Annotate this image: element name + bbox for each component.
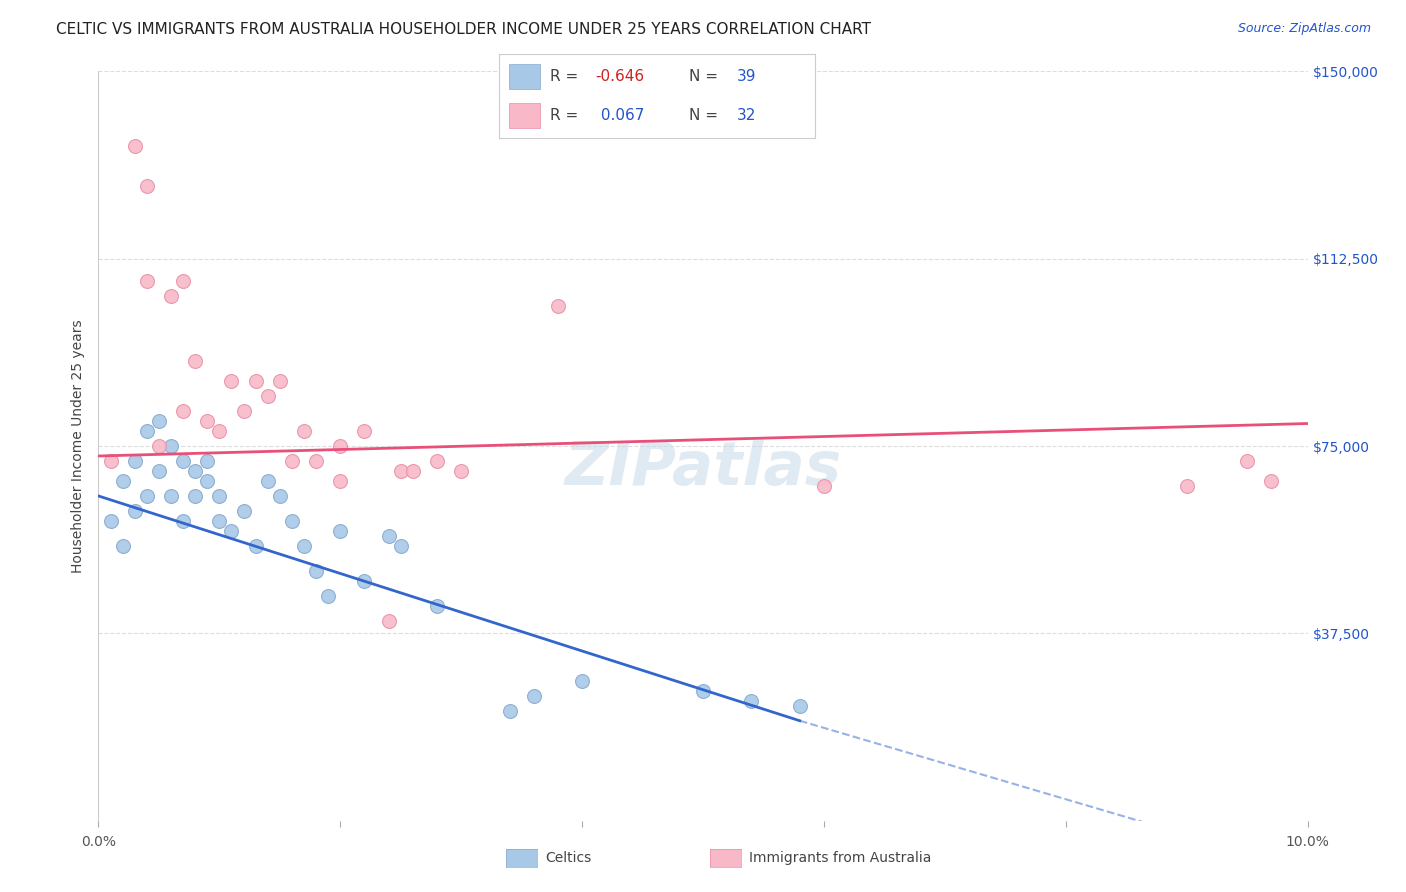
Point <box>789 698 811 713</box>
Text: R =: R = <box>550 108 583 123</box>
Point <box>377 614 399 628</box>
Point <box>316 589 339 603</box>
Point <box>329 524 352 538</box>
Point <box>692 683 714 698</box>
Point <box>292 539 315 553</box>
Point <box>124 504 146 518</box>
Point <box>256 474 278 488</box>
Point <box>813 479 835 493</box>
Bar <box>509 103 540 128</box>
Point <box>148 439 170 453</box>
Point <box>245 539 267 553</box>
Point <box>124 454 146 468</box>
Point <box>1260 474 1282 488</box>
Point <box>353 574 375 588</box>
Point <box>135 274 157 288</box>
Point <box>498 704 520 718</box>
Point <box>172 274 194 288</box>
Point <box>111 539 134 553</box>
Text: CELTIC VS IMMIGRANTS FROM AUSTRALIA HOUSEHOLDER INCOME UNDER 25 YEARS CORRELATIO: CELTIC VS IMMIGRANTS FROM AUSTRALIA HOUS… <box>56 22 872 37</box>
Point <box>1175 479 1198 493</box>
Point <box>160 489 183 503</box>
Point <box>740 694 762 708</box>
Point <box>184 354 207 368</box>
Point <box>232 404 254 418</box>
Point <box>208 489 231 503</box>
Point <box>256 389 278 403</box>
Text: N =: N = <box>689 69 723 84</box>
Text: ZIPatlas: ZIPatlas <box>564 439 842 498</box>
Point <box>135 424 157 438</box>
Point <box>221 524 243 538</box>
Text: R =: R = <box>550 69 583 84</box>
Text: 32: 32 <box>737 108 756 123</box>
Y-axis label: Householder Income Under 25 years: Householder Income Under 25 years <box>72 319 86 573</box>
Point <box>124 139 146 153</box>
Point <box>426 454 449 468</box>
Point <box>172 514 194 528</box>
Point <box>402 464 425 478</box>
Text: Immigrants from Australia: Immigrants from Australia <box>749 851 932 865</box>
Text: N =: N = <box>689 108 723 123</box>
Point <box>305 454 328 468</box>
Point <box>148 464 170 478</box>
Point <box>195 414 218 428</box>
Point <box>160 289 183 303</box>
Point <box>523 689 546 703</box>
Point <box>329 439 352 453</box>
Point <box>172 404 194 418</box>
Point <box>195 454 218 468</box>
Point <box>547 299 569 313</box>
Point <box>305 564 328 578</box>
Point <box>389 539 412 553</box>
Text: 0.067: 0.067 <box>596 108 644 123</box>
Point <box>232 504 254 518</box>
Point <box>100 454 122 468</box>
Text: -0.646: -0.646 <box>596 69 645 84</box>
Point <box>221 374 243 388</box>
Point <box>426 599 449 613</box>
Point <box>269 374 291 388</box>
Point <box>100 514 122 528</box>
Point <box>172 454 194 468</box>
Point <box>450 464 472 478</box>
Point <box>245 374 267 388</box>
Point <box>184 464 207 478</box>
Text: 39: 39 <box>737 69 756 84</box>
Point <box>377 529 399 543</box>
Point <box>208 514 231 528</box>
Point <box>208 424 231 438</box>
Point <box>269 489 291 503</box>
Point <box>571 673 593 688</box>
Point <box>1236 454 1258 468</box>
Bar <box>509 63 540 89</box>
Point <box>281 454 304 468</box>
Point <box>135 179 157 194</box>
Point <box>281 514 304 528</box>
Point <box>135 489 157 503</box>
Point <box>195 474 218 488</box>
Point <box>111 474 134 488</box>
Point <box>353 424 375 438</box>
Point <box>160 439 183 453</box>
Text: Celtics: Celtics <box>546 851 592 865</box>
Point <box>389 464 412 478</box>
Point <box>329 474 352 488</box>
Point <box>292 424 315 438</box>
Text: Source: ZipAtlas.com: Source: ZipAtlas.com <box>1237 22 1371 36</box>
Point <box>148 414 170 428</box>
Point <box>184 489 207 503</box>
